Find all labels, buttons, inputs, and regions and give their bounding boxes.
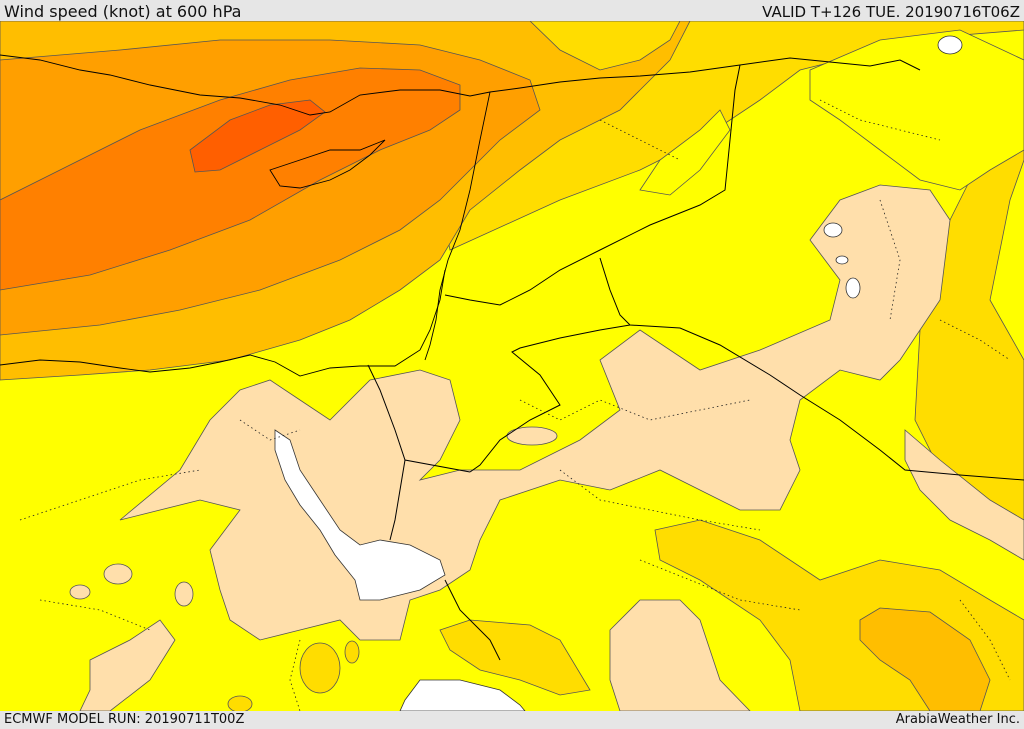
red-sea-south-water [399,679,526,711]
wind-band-light-east [904,429,1024,561]
coastline-levant [424,91,491,361]
lake-water [823,222,843,238]
coastline-mediterranean [0,269,446,377]
map-title: Wind speed (knot) at 600 hPa [4,2,242,21]
wind-speed-map [0,21,1024,711]
lake-water-2 [845,277,861,299]
credit: ArabiaWeather Inc. [895,712,1020,727]
coastline-cyprus [269,139,386,189]
map-footer: ECMWF MODEL RUN: 20190711T00Z ArabiaWeat… [0,711,1024,729]
model-run: ECMWF MODEL RUN: 20190711T00Z [4,712,245,727]
wind-band-yellow-pocket [639,109,731,196]
wind-patch-gold-3 [227,695,253,711]
wind-band-amber-southeast [859,607,991,711]
internal-boundaries [19,99,1011,711]
valid-time: VALID T+126 TUE. 20190716T06Z [762,3,1020,21]
wind-patch-light-small [103,563,133,585]
wind-patch-gold-2 [344,640,360,664]
wind-band-light-south-center [609,599,751,711]
wind-patch-light-small-4 [506,426,558,446]
political-borders [367,57,1024,661]
lake-water-3 [835,255,849,265]
lake-water-4 [937,35,963,55]
wind-patch-light-small-3 [174,581,194,607]
wind-patch-light-small-2 [69,584,91,600]
wind-band-red-orange-core [189,99,326,173]
wind-band-yellow-northeast [809,29,1024,191]
coastline-turkey [0,54,491,116]
wind-band-gold-south [439,619,591,696]
wind-patch-gold [299,642,341,694]
wind-band-dark-orange [0,67,461,291]
red-sea-water [274,429,446,601]
map-header: Wind speed (knot) at 600 hPa VALID T+126… [0,0,1024,21]
wind-band-light-southwest [79,619,176,711]
